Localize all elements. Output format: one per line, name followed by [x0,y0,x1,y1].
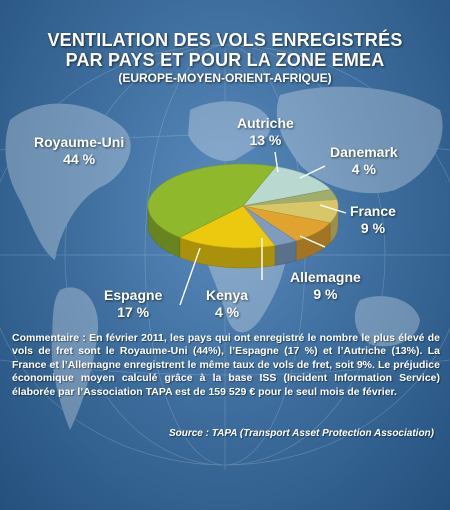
leader-line [274,151,279,173]
slice-label-name: Danemark [330,144,398,160]
slice-label-name: Espagne [104,287,163,303]
chart-subtitle: (EUROPE-MOYEN-ORIENT-AFRIQUE) [118,71,332,85]
slice-label-value: 9 % [313,286,338,302]
source-citation: Source : TAPA (Transport Asset Protectio… [168,428,434,439]
chart-title-line-1: VENTILATION DES VOLS ENREGISTRÉS [47,30,403,50]
label-espagne: Espagne 17 % [104,287,162,321]
pie-top-faces [147,163,339,249]
slice-label-name: Allemagne [290,269,361,285]
leader-lines [179,151,347,306]
slice-label-name: Kenya [206,287,249,303]
pie-slice-espagne [179,205,276,249]
label-kenya: Kenya 4 % [206,287,248,321]
slice-label-value: 4 % [214,304,240,320]
label-danemark: Danemark 4 % [330,144,398,178]
slice-label-value: 13 % [249,132,282,148]
pie-slice-royaume-uni [147,163,277,238]
slice-label-value: 44 % [63,151,96,167]
slice-label-value: 4 % [351,161,376,177]
slice-label-name: Autriche [237,115,294,131]
pie-slice-autriche [242,166,331,207]
leader-line [179,247,201,306]
slice-label-name: France [350,203,396,219]
slice-label-name: Royaume-Uni [34,134,125,150]
label-autriche: Autriche 13 % [237,115,294,149]
chart-title-line-2: PAR PAYS ET POUR LA ZONE EMEA [65,50,385,70]
commentary-text: Commentaire : En février 2011, les pays … [12,332,440,398]
label-royaume-uni: Royaume-Uni 44 % [34,134,124,168]
label-allemagne: Allemagne 9 % [290,269,361,303]
slice-label-value: 17 % [117,304,150,320]
leader-line [319,204,347,214]
label-france: France 9 % [350,203,396,237]
leader-line [299,165,326,179]
leader-line [299,235,326,248]
slice-label-value: 9 % [360,220,386,236]
